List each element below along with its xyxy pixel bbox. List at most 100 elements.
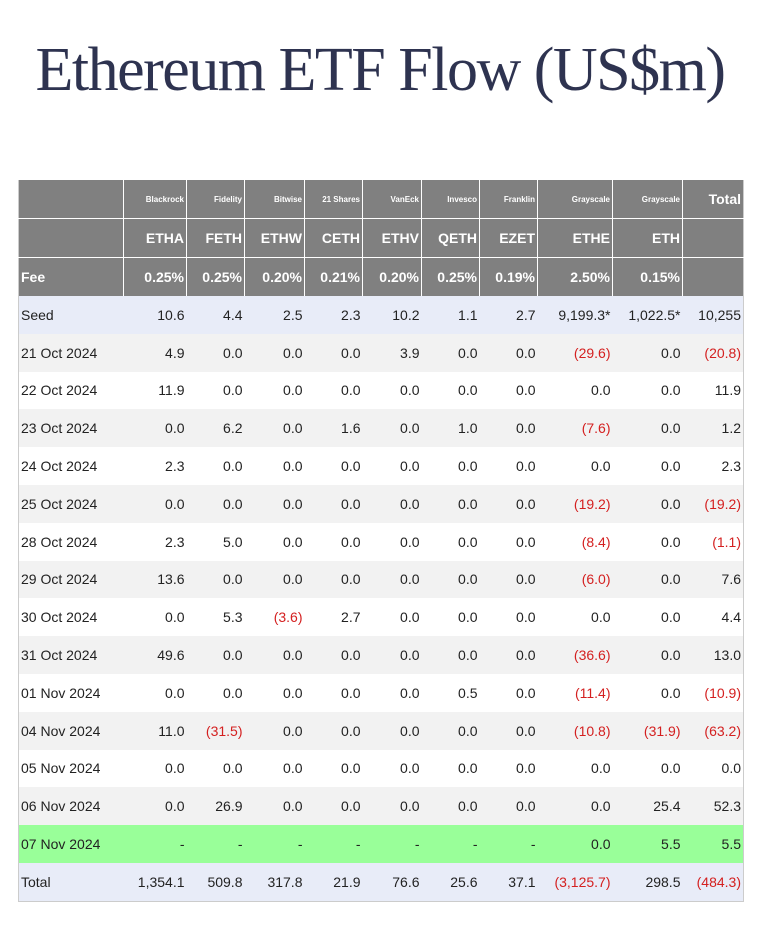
row-label: 31 Oct 2024 bbox=[18, 636, 124, 674]
flow-cell: - bbox=[479, 825, 538, 863]
row-label: Seed bbox=[18, 296, 124, 334]
table-row: 07 Nov 2024- - - - - - -0.0 5.5 5.5 bbox=[18, 825, 744, 863]
flow-cell: (31.9) bbox=[612, 711, 683, 750]
flow-cell: 25.6 bbox=[421, 862, 480, 902]
header-corner-cell bbox=[18, 179, 124, 219]
flow-cell: 0.0 bbox=[362, 447, 422, 485]
flow-cell: 0.0 bbox=[362, 598, 422, 637]
flow-cell: 5.0 bbox=[186, 522, 245, 561]
flow-cell: 13.6 bbox=[123, 560, 187, 599]
flow-cell: 2.7 bbox=[304, 598, 363, 637]
table-row: 23 Oct 2024 0.0 6.2 0.0 1.6 0.0 1.0 0.0 (7.6) 0.0… bbox=[18, 409, 744, 448]
row-label: 01 Nov 2024 bbox=[18, 673, 124, 712]
flow-cell: (19.2) bbox=[537, 484, 613, 523]
flow-cell: 0.0 bbox=[362, 560, 422, 599]
flow-cell: (3,125.7) bbox=[537, 862, 613, 902]
row-label: 05 Nov 2024 bbox=[18, 749, 124, 788]
fee-value: 0.15% bbox=[612, 257, 683, 296]
flow-cell: 0.0 bbox=[362, 787, 422, 826]
flow-cell: 0.0 bbox=[362, 522, 422, 561]
flow-cell: 0.0 bbox=[244, 636, 305, 674]
flow-cell: 21.9 bbox=[304, 862, 363, 902]
fee-value: 0.25% bbox=[186, 257, 245, 296]
flow-cell: 10.2 bbox=[362, 296, 422, 334]
flow-cell: 0.0 bbox=[537, 371, 613, 410]
row-label: 25 Oct 2024 bbox=[18, 484, 124, 523]
flow-cell: 2.3 bbox=[304, 296, 363, 334]
page-title: Ethereum ETF Flow (US$m) bbox=[35, 36, 727, 104]
flow-cell: (11.4) bbox=[537, 673, 613, 712]
flow-cell: 0.0 bbox=[421, 598, 480, 637]
row-total-cell: 5.5 bbox=[682, 825, 744, 863]
flow-cell: 49.6 bbox=[123, 636, 187, 674]
flow-cell: 0.0 bbox=[304, 787, 363, 826]
flow-cell: 0.0 bbox=[304, 447, 363, 485]
flow-cell: 0.0 bbox=[244, 522, 305, 561]
flow-cell: 0.0 bbox=[244, 749, 305, 788]
row-label: 24 Oct 2024 bbox=[18, 447, 124, 485]
row-total-cell: 10,255 bbox=[682, 296, 744, 334]
flow-cell: (31.5) bbox=[186, 711, 245, 750]
flow-cell: 2.3 bbox=[123, 447, 187, 485]
flow-cell: 0.0 bbox=[304, 711, 363, 750]
row-label: 04 Nov 2024 bbox=[18, 711, 124, 750]
flow-cell: 0.0 bbox=[612, 522, 683, 561]
issuer-header: Fidelity bbox=[186, 179, 245, 219]
flow-cell: 0.0 bbox=[244, 447, 305, 485]
flow-cell: 0.0 bbox=[421, 333, 480, 372]
flow-cell: 0.0 bbox=[244, 673, 305, 712]
flow-cell: 0.0 bbox=[304, 333, 363, 372]
fee-header-row: Fee 0.25% 0.25% 0.20% 0.21% 0.20% 0.25% 0.19% 2.… bbox=[18, 257, 744, 296]
flow-cell: 0.0 bbox=[421, 711, 480, 750]
flow-cell: 76.6 bbox=[362, 862, 422, 902]
flow-cell: 0.0 bbox=[612, 636, 683, 674]
table-row: 21 Oct 2024 4.9 0.0 0.0 0.0 3.9 0.0 0.0 (29.6) 0.… bbox=[18, 333, 744, 372]
flow-cell: 0.0 bbox=[479, 787, 538, 826]
row-total-cell: 0.0 bbox=[682, 749, 744, 788]
flow-cell: 0.0 bbox=[612, 371, 683, 410]
flow-cell: 0.0 bbox=[537, 447, 613, 485]
flow-cell: 0.0 bbox=[612, 484, 683, 523]
flow-cell: 0.0 bbox=[421, 484, 480, 523]
ticker-header: ETHA bbox=[123, 218, 187, 258]
flow-cell: 0.0 bbox=[362, 711, 422, 750]
flow-cell: 0.0 bbox=[612, 673, 683, 712]
fee-label: Fee bbox=[18, 257, 124, 296]
flow-cell: 0.0 bbox=[186, 333, 245, 372]
flow-cell: 2.3 bbox=[123, 522, 187, 561]
fee-value: 0.21% bbox=[304, 257, 363, 296]
row-total-cell: (63.2) bbox=[682, 711, 744, 750]
table-row: 05 Nov 2024 0.0 0.0 0.0 0.0 0.0 0.0 0.0 0.0 0.0 0.… bbox=[18, 749, 744, 788]
flow-cell: - bbox=[362, 825, 422, 863]
issuer-header-row: Blackrock Fidelity Bitwise 21 Shares VanEck I… bbox=[18, 179, 744, 219]
row-label: 21 Oct 2024 bbox=[18, 333, 124, 372]
flow-cell: 2.5 bbox=[244, 296, 305, 334]
flow-cell: 0.0 bbox=[362, 371, 422, 410]
table-body: Seed 10.6 4.4 2.5 2.3 10.2 1.1 2.7 9,199.3* 1,022… bbox=[18, 296, 744, 902]
flow-cell: 0.0 bbox=[123, 673, 187, 712]
flow-cell: 0.0 bbox=[537, 598, 613, 637]
flow-cell: (10.8) bbox=[537, 711, 613, 750]
flow-cell: 0.0 bbox=[421, 749, 480, 788]
flow-cell: 0.0 bbox=[612, 333, 683, 372]
flow-cell: 0.0 bbox=[479, 409, 538, 448]
flow-cell: 317.8 bbox=[244, 862, 305, 902]
total-row: Total 1,354.1 509.8 317.8 21.9 76.6 25.6 37.1 (3… bbox=[18, 862, 744, 902]
flow-cell: (36.6) bbox=[537, 636, 613, 674]
issuer-header: 21 Shares bbox=[304, 179, 363, 219]
row-total-cell: 7.6 bbox=[682, 560, 744, 599]
flow-cell: (8.4) bbox=[537, 522, 613, 561]
flow-cell: 0.0 bbox=[304, 484, 363, 523]
seed-row: Seed 10.6 4.4 2.5 2.3 10.2 1.1 2.7 9,199.3* 1,022… bbox=[18, 296, 744, 334]
ticker-header: CETH bbox=[304, 218, 363, 258]
flow-cell: (6.0) bbox=[537, 560, 613, 599]
issuer-header: Grayscale bbox=[537, 179, 613, 219]
header-corner-cell bbox=[18, 218, 124, 258]
etf-flow-table: Blackrock Fidelity Bitwise 21 Shares VanEck I… bbox=[18, 179, 744, 902]
flow-cell: 11.9 bbox=[123, 371, 187, 410]
table-row: 29 Oct 2024 13.6 0.0 0.0 0.0 0.0 0.0 0.0 (6.0) 0.… bbox=[18, 560, 744, 599]
issuer-header: VanEck bbox=[362, 179, 422, 219]
row-total-cell: 13.0 bbox=[682, 636, 744, 674]
flow-cell: 0.0 bbox=[612, 409, 683, 448]
flow-cell: 0.0 bbox=[244, 333, 305, 372]
